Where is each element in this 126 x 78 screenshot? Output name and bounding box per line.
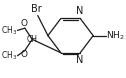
Text: CH$_3$: CH$_3$: [1, 24, 17, 37]
Text: N: N: [76, 55, 83, 65]
Text: O: O: [21, 19, 28, 28]
Text: O: O: [21, 50, 28, 59]
Text: CH: CH: [27, 35, 38, 44]
Text: N: N: [76, 6, 83, 16]
Text: NH$_2$: NH$_2$: [106, 29, 125, 42]
Text: CH$_3$: CH$_3$: [1, 50, 17, 62]
Text: Br: Br: [31, 4, 42, 14]
